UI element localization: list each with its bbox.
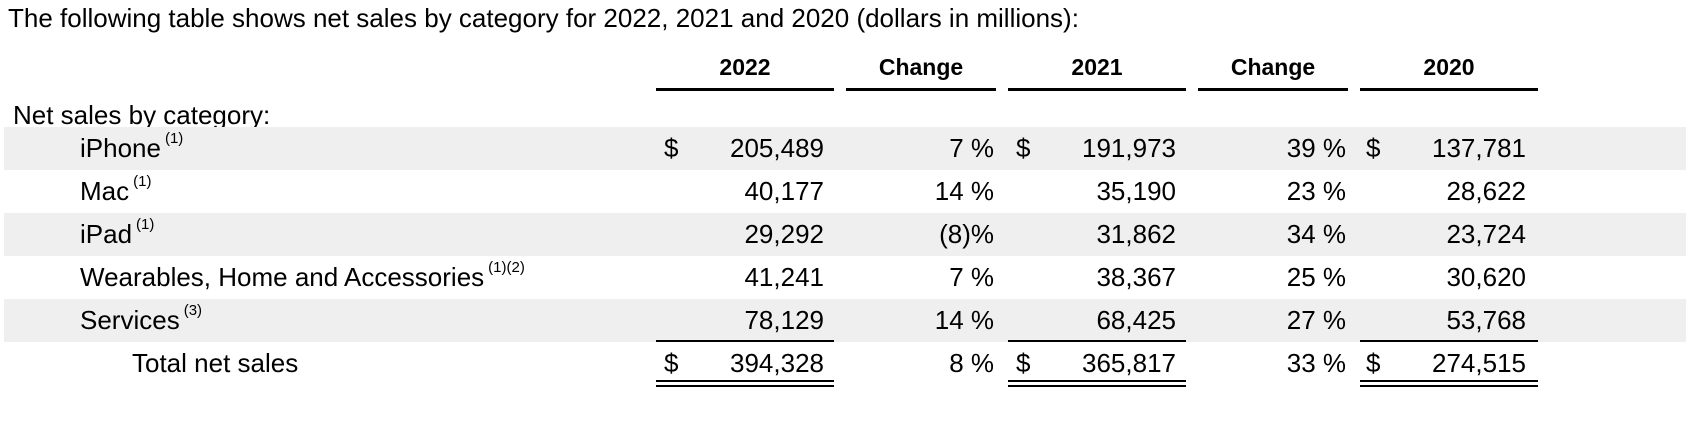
change-2: 23 % xyxy=(1286,176,1346,206)
value-2021: 68,425 xyxy=(1096,305,1176,335)
subtotal-rule-2022 xyxy=(656,340,834,342)
value-2020: 53,768 xyxy=(1446,305,1526,335)
table-row: iPad (1) 29,292 (8)% 31,862 34 % 23,724 xyxy=(4,213,1686,256)
total-double-rule-2020-b xyxy=(1360,385,1538,387)
total-2020: 274,515 xyxy=(1432,348,1526,378)
value-2022: 41,241 xyxy=(744,262,824,292)
header-rule-2020 xyxy=(1360,88,1538,91)
table-row: Wearables, Home and Accessories (1)(2) 41… xyxy=(4,256,1686,299)
footnote-ref: (3) xyxy=(183,302,203,319)
header-2021: 2021 xyxy=(1071,54,1123,80)
change-1: 7 % xyxy=(949,262,994,292)
table-row: Mac (1) 40,177 14 % 35,190 23 % 28,622 xyxy=(4,170,1686,213)
subtotal-rule-2020 xyxy=(1360,340,1538,342)
currency-symbol: $ xyxy=(1016,133,1031,163)
footnote-ref: (1) xyxy=(164,130,184,147)
header-2020: 2020 xyxy=(1423,54,1475,80)
row-label: Wearables, Home and Accessories (1)(2) xyxy=(80,259,525,292)
header-change-1: Change xyxy=(878,54,964,80)
value-2020: 23,724 xyxy=(1446,219,1526,249)
value-2020: 28,622 xyxy=(1446,176,1526,206)
total-double-rule-2021-b xyxy=(1008,385,1186,387)
total-label: Total net sales xyxy=(132,348,299,378)
change-2: 34 % xyxy=(1286,219,1346,249)
currency-symbol: $ xyxy=(1366,133,1381,163)
row-label: Mac (1) xyxy=(80,173,152,206)
total-2021: 365,817 xyxy=(1082,348,1176,378)
change-1: 14 % xyxy=(934,305,994,335)
value-2020: 30,620 xyxy=(1446,262,1526,292)
row-label: iPad (1) xyxy=(80,216,155,249)
footnote-ref: (1)(2) xyxy=(488,259,525,276)
change-2: 39 % xyxy=(1286,133,1346,163)
total-double-rule-2022-a xyxy=(656,380,834,382)
total-double-rule-2022-b xyxy=(656,385,834,387)
change-1: (8)% xyxy=(939,219,994,249)
header-2022: 2022 xyxy=(719,54,771,80)
value-2021: 35,190 xyxy=(1096,176,1176,206)
footnote-ref: (1) xyxy=(133,173,152,190)
change-2: 25 % xyxy=(1286,262,1346,292)
section-label: Net sales by category: xyxy=(13,100,271,130)
value-2022: 78,129 xyxy=(744,305,824,335)
footnote-ref: (1) xyxy=(136,216,155,233)
table-row: iPhone (1) $ 205,489 7 % $ 191,973 39 % $… xyxy=(4,127,1686,170)
total-row: Total net sales $ 394,328 8 % $ 365,817 … xyxy=(4,342,1686,385)
total-double-rule-2021-a xyxy=(1008,380,1186,382)
total-double-rule-2020-a xyxy=(1360,380,1538,382)
value-2021: 31,862 xyxy=(1096,219,1176,249)
change-2: 27 % xyxy=(1286,305,1346,335)
total-change-1: 8 % xyxy=(949,348,994,378)
value-2020: 137,781 xyxy=(1432,133,1526,163)
value-2022: 40,177 xyxy=(744,176,824,206)
intro-text: The following table shows net sales by c… xyxy=(8,3,1079,33)
header-change-2: Change xyxy=(1230,54,1316,80)
change-1: 7 % xyxy=(949,133,994,163)
value-2022: 205,489 xyxy=(730,133,824,163)
header-rule-change-1 xyxy=(846,88,996,91)
currency-symbol: $ xyxy=(1366,348,1381,378)
total-2022: 394,328 xyxy=(730,348,824,378)
value-2021: 191,973 xyxy=(1082,133,1176,163)
value-2021: 38,367 xyxy=(1096,262,1176,292)
value-2022: 29,292 xyxy=(744,219,824,249)
header-rule-change-2 xyxy=(1198,88,1348,91)
header-rule-2021 xyxy=(1008,88,1186,91)
change-1: 14 % xyxy=(934,176,994,206)
currency-symbol: $ xyxy=(664,348,679,378)
currency-symbol: $ xyxy=(664,133,679,163)
row-label: Services (3) xyxy=(80,302,203,335)
currency-symbol: $ xyxy=(1016,348,1031,378)
row-label: iPhone (1) xyxy=(80,130,184,163)
header-rule-2022 xyxy=(656,88,834,91)
total-change-2: 33 % xyxy=(1286,348,1346,378)
subtotal-rule-2021 xyxy=(1008,340,1186,342)
table-row: Services (3) 78,129 14 % 68,425 27 % 53,7… xyxy=(4,299,1686,342)
